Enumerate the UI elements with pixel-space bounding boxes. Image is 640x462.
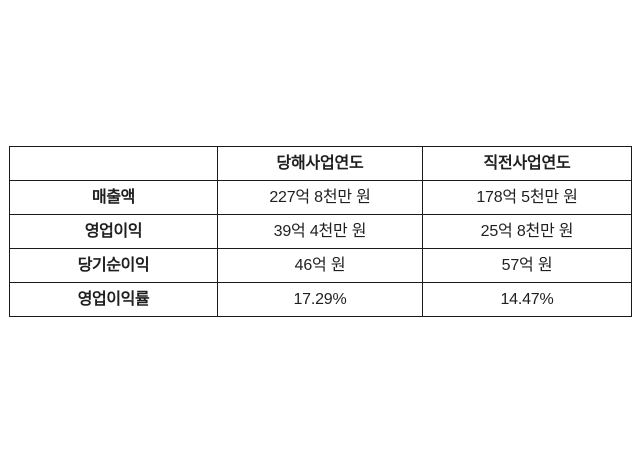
financial-table-container: 당해사업연도 직전사업연도 매출액 227억 8천만 원 178억 5천만 원 …	[9, 146, 632, 317]
row-label-operating-margin: 영업이익률	[9, 282, 218, 317]
cell-operating-margin-current-year: 17.29%	[217, 282, 423, 317]
row-label-net-income: 당기순이익	[9, 248, 218, 283]
cell-operating-margin-previous-year: 14.47%	[422, 282, 632, 317]
table-header: 당해사업연도 직전사업연도	[9, 146, 632, 181]
row-label-revenue: 매출액	[9, 180, 218, 215]
table-row: 영업이익 39억 4천만 원 25억 8천만 원	[9, 214, 632, 249]
cell-net-income-current-year: 46억 원	[217, 248, 423, 283]
table-header-row: 당해사업연도 직전사업연도	[9, 146, 632, 181]
cell-revenue-current-year: 227억 8천만 원	[217, 180, 423, 215]
table-row: 매출액 227억 8천만 원 178억 5천만 원	[9, 180, 632, 215]
cell-revenue-previous-year: 178억 5천만 원	[422, 180, 632, 215]
table-body: 매출액 227억 8천만 원 178억 5천만 원 영업이익 39억 4천만 원…	[9, 180, 632, 317]
cell-operating-profit-previous-year: 25억 8천만 원	[422, 214, 632, 249]
cell-operating-profit-current-year: 39억 4천만 원	[217, 214, 423, 249]
financial-comparison-table: 당해사업연도 직전사업연도 매출액 227억 8천만 원 178억 5천만 원 …	[9, 146, 632, 317]
table-row: 당기순이익 46억 원 57억 원	[9, 248, 632, 283]
row-label-operating-profit: 영업이익	[9, 214, 218, 249]
cell-net-income-previous-year: 57억 원	[422, 248, 632, 283]
table-row: 영업이익률 17.29% 14.47%	[9, 282, 632, 317]
column-header-previous-year: 직전사업연도	[422, 146, 632, 181]
table-corner-cell	[9, 146, 218, 181]
column-header-current-year: 당해사업연도	[217, 146, 423, 181]
